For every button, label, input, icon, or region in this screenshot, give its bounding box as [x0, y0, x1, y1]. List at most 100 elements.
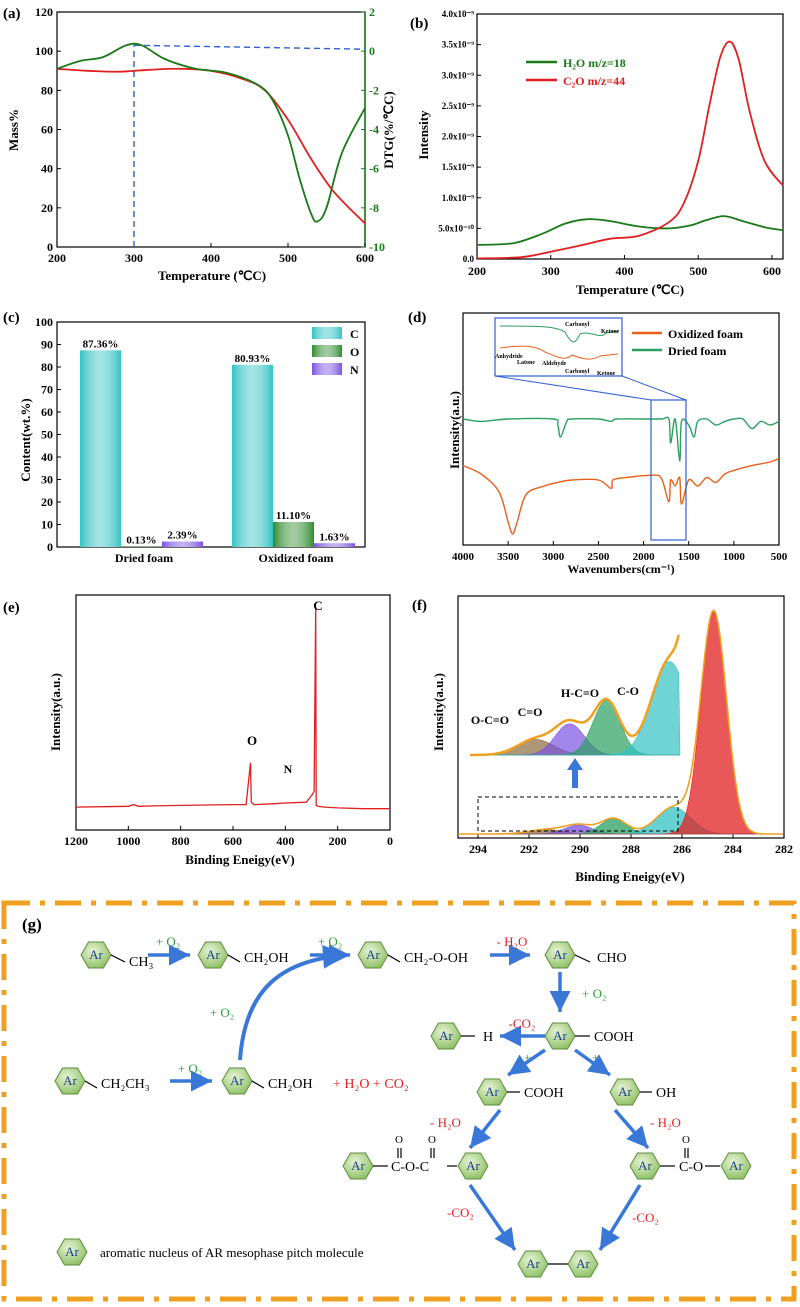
- data-label: 87.36%: [83, 338, 119, 350]
- bond: [387, 954, 401, 963]
- y-tick-label: 0: [47, 540, 53, 554]
- inset-label: Carbonyl: [565, 322, 590, 328]
- arrow-label: + O₂: [318, 934, 343, 949]
- panel-e-ylabel: Intensity(a.u.): [48, 673, 63, 751]
- x-tick-label: 500: [689, 264, 707, 278]
- x-tick-label: 0: [387, 834, 393, 848]
- bond: [574, 954, 591, 963]
- peak-label: N: [284, 762, 293, 776]
- panel-d-frame: [462, 312, 780, 546]
- x-tick-label: 2500: [587, 551, 610, 563]
- y-tick-label: 20: [41, 495, 53, 509]
- ar-label: Ar: [230, 1073, 244, 1088]
- arrow-label: - H₂O: [430, 1115, 461, 1130]
- x-tick-label: 290: [571, 842, 589, 856]
- inset-label: Ketone: [597, 371, 616, 377]
- arrow-label: -CO₂: [509, 1016, 536, 1031]
- group-label: H: [483, 1030, 493, 1045]
- inset-envelope: [470, 634, 680, 757]
- ar-hexagon-icon: [629, 1152, 661, 1180]
- x-tick-label: 1000: [723, 551, 746, 563]
- group-label: C-O-C: [391, 1160, 429, 1175]
- inset-connector: [494, 375, 652, 401]
- inset-box: [494, 317, 623, 377]
- legend-label: N: [350, 363, 359, 377]
- ar-hexagon-icon: [567, 1250, 599, 1278]
- ar-hexagon-icon: [80, 941, 112, 969]
- x-tick-label: 200: [468, 264, 486, 278]
- arrow-label: + O₂: [178, 1061, 203, 1076]
- reaction-arrow: [468, 1184, 517, 1251]
- ar-hexagon-icon: [54, 1067, 86, 1095]
- arrow-label: -CO₂: [632, 1210, 659, 1225]
- panel-a-ylabel: Mass%: [6, 109, 21, 151]
- panel-e-series: [75, 606, 390, 810]
- x-tick-label: 288: [622, 842, 640, 856]
- x-tick-label: 200: [48, 251, 66, 265]
- panel-a-series-dtg: [56, 42, 366, 223]
- data-label: 11.10%: [276, 510, 311, 522]
- x-tick-label: 600: [763, 264, 781, 278]
- ar-hexagon-icon: [56, 1238, 88, 1266]
- inset-peak-label: C=O: [518, 705, 543, 719]
- panel-c-label: (c): [3, 310, 20, 326]
- legend-label: Dried foam: [668, 344, 726, 358]
- y-tick-label: 2.0x10⁻⁹: [442, 132, 475, 142]
- x-tick-label: 282: [775, 842, 793, 856]
- panel-f-ylabel: Intensity(a.u.): [431, 673, 446, 751]
- x-tick-label: 3000: [542, 551, 565, 563]
- legend-label: C₂O m/z=44: [563, 74, 625, 88]
- group-label: CH₂OH: [268, 1077, 313, 1092]
- y-tick-label: 3.5x10⁻⁹: [442, 40, 475, 50]
- y2-tick-label: -4: [369, 123, 379, 137]
- panel-d-xlabel: Wavenumbers(cm⁻¹): [567, 562, 674, 576]
- panel-d-ylabel: Intensity(a.u.): [447, 391, 462, 469]
- arrow-label: +: [592, 1050, 599, 1065]
- x-tick-label: 500: [279, 251, 297, 265]
- inset-label: Carbonyl: [565, 369, 590, 375]
- y-tick-label: 5.0x10⁻¹⁰: [438, 223, 474, 233]
- inset-label: Anhydride: [495, 354, 523, 360]
- x-tick-label: 4000: [452, 551, 475, 563]
- inset-label: Ketone: [601, 329, 620, 335]
- bar-shade: [80, 350, 121, 547]
- x-tick-label: 284: [724, 842, 742, 856]
- arrow-label: -CO₂: [447, 1205, 474, 1220]
- panel-b-ylabel: Intensity: [416, 110, 431, 160]
- y2-tick-label: -10: [369, 240, 385, 254]
- ar-hexagon-icon: [544, 941, 576, 969]
- reaction-arrow: [507, 1048, 546, 1077]
- x-tick-label: 600: [356, 251, 374, 265]
- legend-swatch-shade: [312, 363, 342, 375]
- legend-swatch-shade: [312, 345, 342, 357]
- ar-label: Ar: [65, 1244, 79, 1259]
- y-tick-label: 4.0x10⁻⁹: [442, 9, 475, 19]
- reaction-arrow: [598, 1184, 642, 1251]
- ar-hexagon-icon: [457, 1152, 489, 1180]
- arrow-label: - H₂O: [650, 1115, 681, 1130]
- panel-f-xlabel: Binding Eneigy(eV): [575, 869, 684, 884]
- y-tick-label: 0.0: [463, 254, 475, 264]
- ar-hexagon-icon: [720, 1152, 752, 1180]
- ar-hexagon-icon: [197, 941, 229, 969]
- panel-a-label: (a): [3, 6, 21, 22]
- carbonyl-o: O: [428, 1134, 436, 1146]
- carbonyl-o: O: [682, 1134, 690, 1146]
- inset-oxidized: [499, 345, 619, 360]
- legend-label: O: [350, 345, 359, 359]
- panel-g-label: (g): [22, 915, 42, 934]
- legend-label: Oxidized foam: [668, 327, 743, 341]
- x-tick-label: 1200: [64, 834, 88, 848]
- inset-peak-label: O-C=O: [471, 713, 509, 727]
- y2-tick-label: 0: [369, 44, 375, 58]
- panel-a-y2label: DTG(%/℃C): [381, 91, 396, 168]
- scheme-legend: aromatic nucleus of AR mesophase pitch m…: [100, 1245, 364, 1260]
- y-tick-label: 100: [35, 315, 53, 329]
- bar-shade: [273, 522, 314, 547]
- byproducts-label: + H₂O + CO₂: [333, 1077, 409, 1092]
- x-tick-label: 300: [125, 251, 143, 265]
- y2-tick-label: -6: [369, 162, 379, 176]
- y-tick-label: 40: [41, 162, 53, 176]
- panel-d-label: (d): [408, 310, 426, 326]
